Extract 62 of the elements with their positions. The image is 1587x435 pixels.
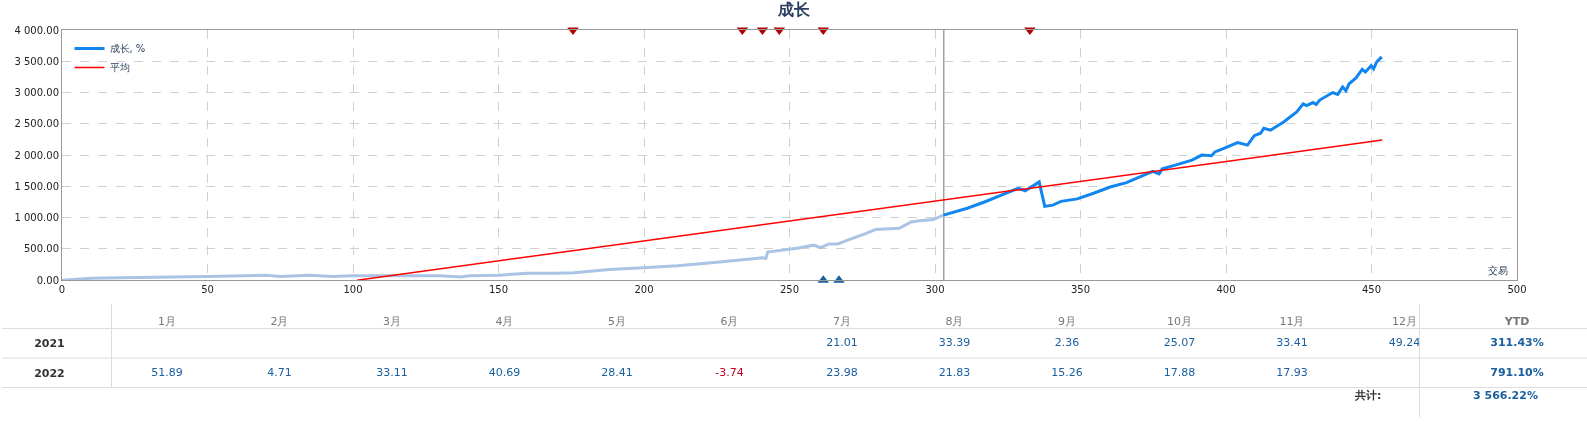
y-tick-label: 0.00	[36, 274, 59, 286]
data-label: 33.39	[938, 335, 971, 349]
x-tick-label: 3月	[383, 315, 401, 329]
data-label: 311.43%	[1490, 335, 1544, 349]
x-tick-label: 50	[201, 284, 214, 296]
x-tick-label: 8月	[945, 315, 964, 329]
x-tick-label: 2月	[270, 315, 289, 329]
data-label: 51.89	[151, 365, 183, 379]
y-tick-label: 3 500.00	[14, 55, 59, 67]
data-label: 40.69	[488, 365, 521, 379]
data-label: 25.07	[1163, 335, 1196, 349]
y-tick-label: 2021	[34, 337, 65, 351]
data-label: 23.98	[826, 365, 858, 379]
y-tick-label: 1 000.00	[14, 212, 59, 224]
x-tick-label: 200	[634, 284, 654, 296]
annotation: 3 566.22%	[1473, 389, 1538, 402]
x-tick-label: 0	[58, 284, 66, 296]
x-tick-label: 10月	[1167, 315, 1192, 329]
data-label: 21.83	[938, 365, 971, 379]
data-label: 791.10%	[1490, 365, 1544, 379]
annotation: 共计:	[1354, 389, 1382, 402]
data-label: 17.93	[1276, 365, 1308, 379]
data-label: 21.01	[826, 335, 858, 349]
x-tick-label: 4月	[495, 315, 514, 329]
x-tick-label: 500	[1507, 284, 1527, 296]
y-tick-label: 500.00	[24, 243, 59, 255]
x-tick-label: 7月	[833, 315, 851, 329]
x-tick-label: YTD	[1503, 315, 1530, 329]
y-tick-label: 2022	[34, 366, 65, 380]
x-tick-label: 12月	[1392, 315, 1417, 329]
y-tick-label: 4 000.00	[14, 24, 59, 36]
y-tick-label: 2 500.00	[14, 118, 59, 130]
x-tick-label: 450	[1361, 284, 1382, 296]
x-tick-label: 9月	[1058, 315, 1076, 329]
x-tick-label: 11月	[1279, 315, 1305, 329]
line-series	[941, 55, 1384, 217]
x-tick-label: 300	[925, 284, 945, 296]
data-label: 49.24	[1388, 335, 1421, 349]
x-tick-label: 250	[779, 284, 800, 296]
x-tick-label: 5月	[608, 315, 626, 329]
data-label: 15.26	[1051, 365, 1083, 379]
data-label: 17.88	[1163, 365, 1196, 379]
x-axis-title: 交易	[1488, 265, 1508, 276]
data-label: -3.74	[715, 365, 744, 379]
legend-label: 成长, %	[109, 43, 146, 55]
y-tick-label: 1 500.00	[14, 180, 59, 192]
line-series	[62, 213, 945, 281]
x-tick-label: 150	[488, 284, 509, 296]
data-label: 2.36	[1054, 335, 1080, 349]
legend-label: 平均	[109, 62, 130, 74]
x-tick-label: 1月	[158, 315, 176, 329]
data-label: 33.41	[1276, 335, 1308, 349]
x-tick-label: 350	[1070, 284, 1091, 296]
x-tick-label: 400	[1216, 284, 1236, 296]
data-label: 33.11	[376, 365, 408, 379]
x-tick-label: 100	[343, 284, 363, 296]
y-tick-label: 3 000.00	[14, 87, 59, 99]
x-tick-label: 6月	[720, 315, 739, 329]
data-label: 28.41	[601, 365, 633, 379]
data-label: 4.71	[267, 365, 292, 379]
y-tick-label: 2 000.00	[14, 149, 59, 161]
chart-title: 成长	[776, 0, 811, 20]
